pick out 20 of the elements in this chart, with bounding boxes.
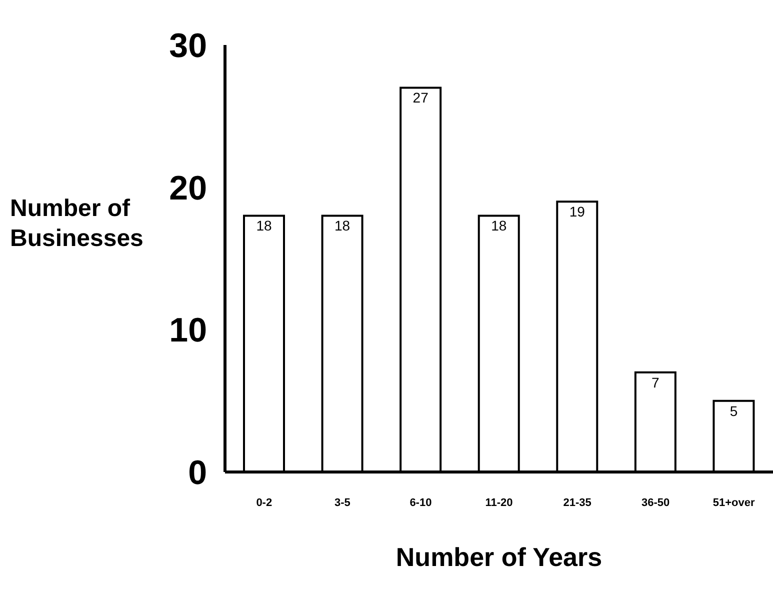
y-tick-label: 0 (188, 454, 207, 492)
x-tick-label: 21-35 (563, 496, 592, 509)
y-tick-label: 10 (169, 312, 207, 350)
x-tick-label: 36-50 (642, 496, 670, 509)
data-label: 18 (256, 218, 272, 234)
x-tick-label: 11-20 (485, 496, 513, 509)
x-axis-title: Number of Years (396, 542, 602, 572)
x-tick-label: 6-10 (410, 496, 432, 509)
x-tick-label: 0-2 (256, 496, 272, 509)
x-tick-label: 3-5 (334, 496, 350, 509)
y-tick-label: 20 (169, 169, 207, 208)
y-tick-label: 30 (169, 27, 207, 66)
data-label: 7 (652, 374, 660, 390)
data-label: 18 (491, 218, 507, 234)
data-label: 27 (412, 90, 429, 106)
data-label: 18 (334, 218, 350, 234)
y-axis-title: Number of Businesses (10, 194, 144, 252)
data-label: 19 (569, 204, 586, 220)
x-tick-label: 51+over (712, 496, 756, 509)
data-label: 5 (730, 402, 738, 419)
